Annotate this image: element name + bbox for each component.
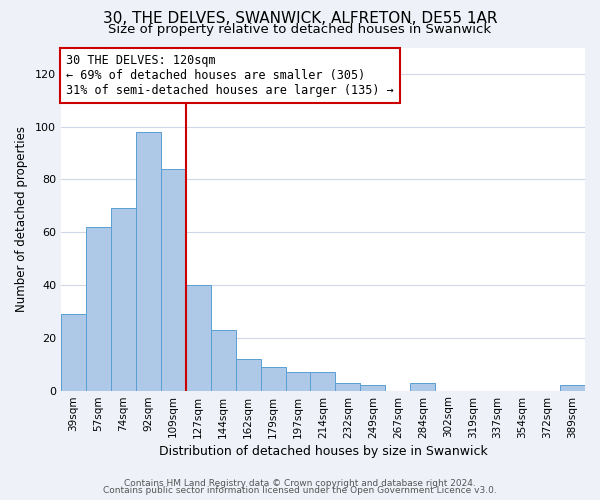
Text: 30, THE DELVES, SWANWICK, ALFRETON, DE55 1AR: 30, THE DELVES, SWANWICK, ALFRETON, DE55… xyxy=(103,11,497,26)
Bar xyxy=(361,386,385,390)
Bar xyxy=(310,372,335,390)
Bar xyxy=(61,314,86,390)
Bar xyxy=(186,285,211,391)
Text: Size of property relative to detached houses in Swanwick: Size of property relative to detached ho… xyxy=(109,22,491,36)
Bar xyxy=(236,359,260,390)
Bar xyxy=(560,386,585,390)
Text: Contains public sector information licensed under the Open Government Licence v3: Contains public sector information licen… xyxy=(103,486,497,495)
Bar xyxy=(260,367,286,390)
Y-axis label: Number of detached properties: Number of detached properties xyxy=(15,126,28,312)
Bar xyxy=(211,330,236,390)
Bar xyxy=(410,382,435,390)
Bar xyxy=(86,227,111,390)
Bar xyxy=(335,382,361,390)
X-axis label: Distribution of detached houses by size in Swanwick: Distribution of detached houses by size … xyxy=(158,444,487,458)
Bar xyxy=(136,132,161,390)
Text: Contains HM Land Registry data © Crown copyright and database right 2024.: Contains HM Land Registry data © Crown c… xyxy=(124,478,476,488)
Bar xyxy=(286,372,310,390)
Bar xyxy=(111,208,136,390)
Text: 30 THE DELVES: 120sqm
← 69% of detached houses are smaller (305)
31% of semi-det: 30 THE DELVES: 120sqm ← 69% of detached … xyxy=(66,54,394,98)
Bar xyxy=(161,169,186,390)
